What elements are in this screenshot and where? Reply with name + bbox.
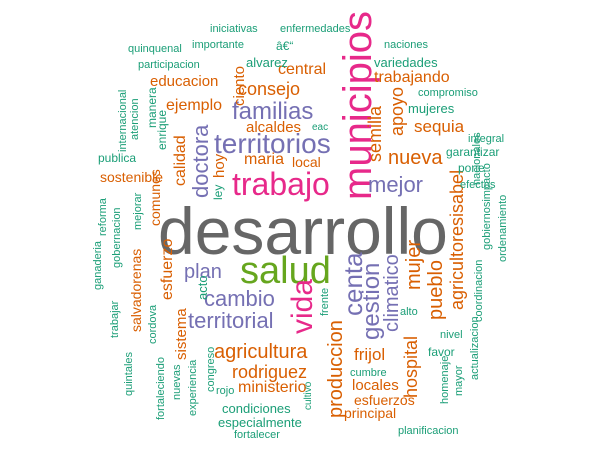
word-homenaje: homenaje (439, 355, 451, 404)
word-quintales: quintales (123, 351, 135, 396)
word-rojo: rojo (216, 385, 235, 397)
word-apoyo: apoyo (387, 86, 407, 136)
word-consejo: consejo (238, 79, 301, 99)
word-semilla: semilla (365, 105, 385, 162)
word-agricultura: agricultura (214, 341, 308, 363)
word-mayor: mayor (453, 365, 465, 396)
word-publica: publica (98, 151, 137, 165)
word-especialmente: especialmente (218, 415, 302, 430)
word-hospital: hospital (401, 335, 421, 398)
word-fortaleciendo: fortaleciendo (155, 357, 167, 420)
word-cordova: cordova (147, 304, 159, 344)
word-plan: plan (184, 261, 222, 283)
word-salud: salud (240, 250, 331, 292)
word-calidad: calidad (172, 135, 189, 186)
word-locales: locales (352, 377, 399, 394)
word-dash: â€“ (276, 39, 294, 53)
word-cambio: cambio (204, 286, 275, 311)
word-garantizar: garantizar (446, 145, 500, 159)
word-atencion: atencion (129, 98, 141, 140)
word-principal: principal (344, 405, 397, 421)
word-educacion: educacion (150, 73, 219, 90)
word-ministerio: ministerio (238, 379, 307, 396)
word-trabajar: trabajar (109, 300, 121, 338)
word-sistema: sistema (173, 308, 190, 360)
word-integral: integral (468, 133, 505, 145)
word-gobiernosimpacto: gobiernosimpacto (481, 163, 493, 250)
word-desarrollo: desarrollo (158, 194, 448, 268)
word-frente: frente (319, 287, 331, 316)
word-variedades: variedades (374, 55, 438, 70)
word-planificacion: planificacion (398, 425, 459, 437)
word-nuevas: nuevas (171, 364, 183, 400)
word-gobernacion: gobernacion (111, 207, 123, 268)
word-naciones: naciones (384, 39, 429, 51)
word-ejemplo: ejemplo (166, 97, 223, 114)
word-quinquenal: quinquenal (128, 43, 182, 55)
word-pone: pone (458, 161, 485, 175)
word-produccion: produccion (325, 320, 347, 418)
word-iniciativas: iniciativas (210, 23, 258, 35)
word-ordenamiento: ordenamiento (497, 194, 509, 262)
word-doctora: doctora (188, 124, 213, 198)
word-alto: alto (400, 306, 418, 318)
word-condiciones: condiciones (222, 401, 291, 416)
word-familias: familias (232, 98, 314, 125)
word-acto: acto (195, 275, 210, 300)
word-alcaldes: alcaldes (246, 119, 302, 136)
word-central: central (278, 61, 327, 78)
word-importante: importante (192, 39, 244, 51)
word-sequia: sequia (414, 117, 465, 136)
word-alvarez: alvarez (246, 55, 288, 70)
word-pueblo: pueblo (425, 259, 447, 320)
word-actualizacion: actualizacion (469, 316, 481, 380)
word-salvadorenas: salvadorenas (128, 248, 144, 332)
word-esfuerzo: esfuerzo (159, 238, 176, 300)
word-compromiso: compromiso (418, 87, 478, 99)
word-local: local (292, 154, 321, 170)
word-territorial: territorial (188, 308, 274, 333)
word-frijol: frijol (354, 345, 386, 364)
word-coordinacion: coordinacion (473, 259, 485, 322)
word-trabajando: trabajando (374, 69, 450, 86)
word-climatico: climatico (381, 254, 403, 332)
word-esfuerzos: esfuerzos (354, 392, 415, 408)
word-hoy: hoy (211, 153, 228, 178)
word-enrique: enrique (155, 109, 169, 150)
word-internacional: internacional (117, 89, 129, 152)
word-mejorar: mejorar (132, 192, 144, 230)
word-enfermedades: enfermedades (280, 23, 351, 35)
word-mejor: mejor (368, 172, 424, 197)
word-cultivo: cultivo (303, 381, 314, 410)
word-mujer: mujer (403, 239, 425, 290)
word-fortalecer: fortalecer (234, 429, 280, 441)
word-reforma: reforma (97, 198, 109, 236)
word-comunes: comunes (147, 169, 163, 226)
word-ciento: ciento (231, 65, 248, 106)
word-ley: ley (211, 184, 225, 200)
word-favor: favor (428, 345, 455, 359)
word-nivel: nivel (440, 329, 463, 341)
word-cumbre: cumbre (350, 367, 387, 379)
word-rodriguez: rodriguez (232, 362, 308, 382)
word-eac: eac (312, 122, 329, 133)
word-vida: vida (286, 278, 319, 334)
word-trabajo: trabajo (232, 166, 330, 202)
word-territorios: territorios (214, 128, 331, 159)
word-efectos: efectos (460, 179, 496, 191)
word-sostenible: sostenible (100, 169, 164, 185)
word-nueva: nueva (388, 147, 443, 169)
word-mujeres: mujeres (408, 101, 455, 116)
word-experiencia: experiencia (187, 359, 199, 416)
word-nacionales: nacionales (471, 132, 483, 185)
word-participacion: participacion (138, 59, 200, 71)
word-ganaderia: ganaderia (92, 241, 104, 290)
word-maria: maria (244, 151, 285, 168)
